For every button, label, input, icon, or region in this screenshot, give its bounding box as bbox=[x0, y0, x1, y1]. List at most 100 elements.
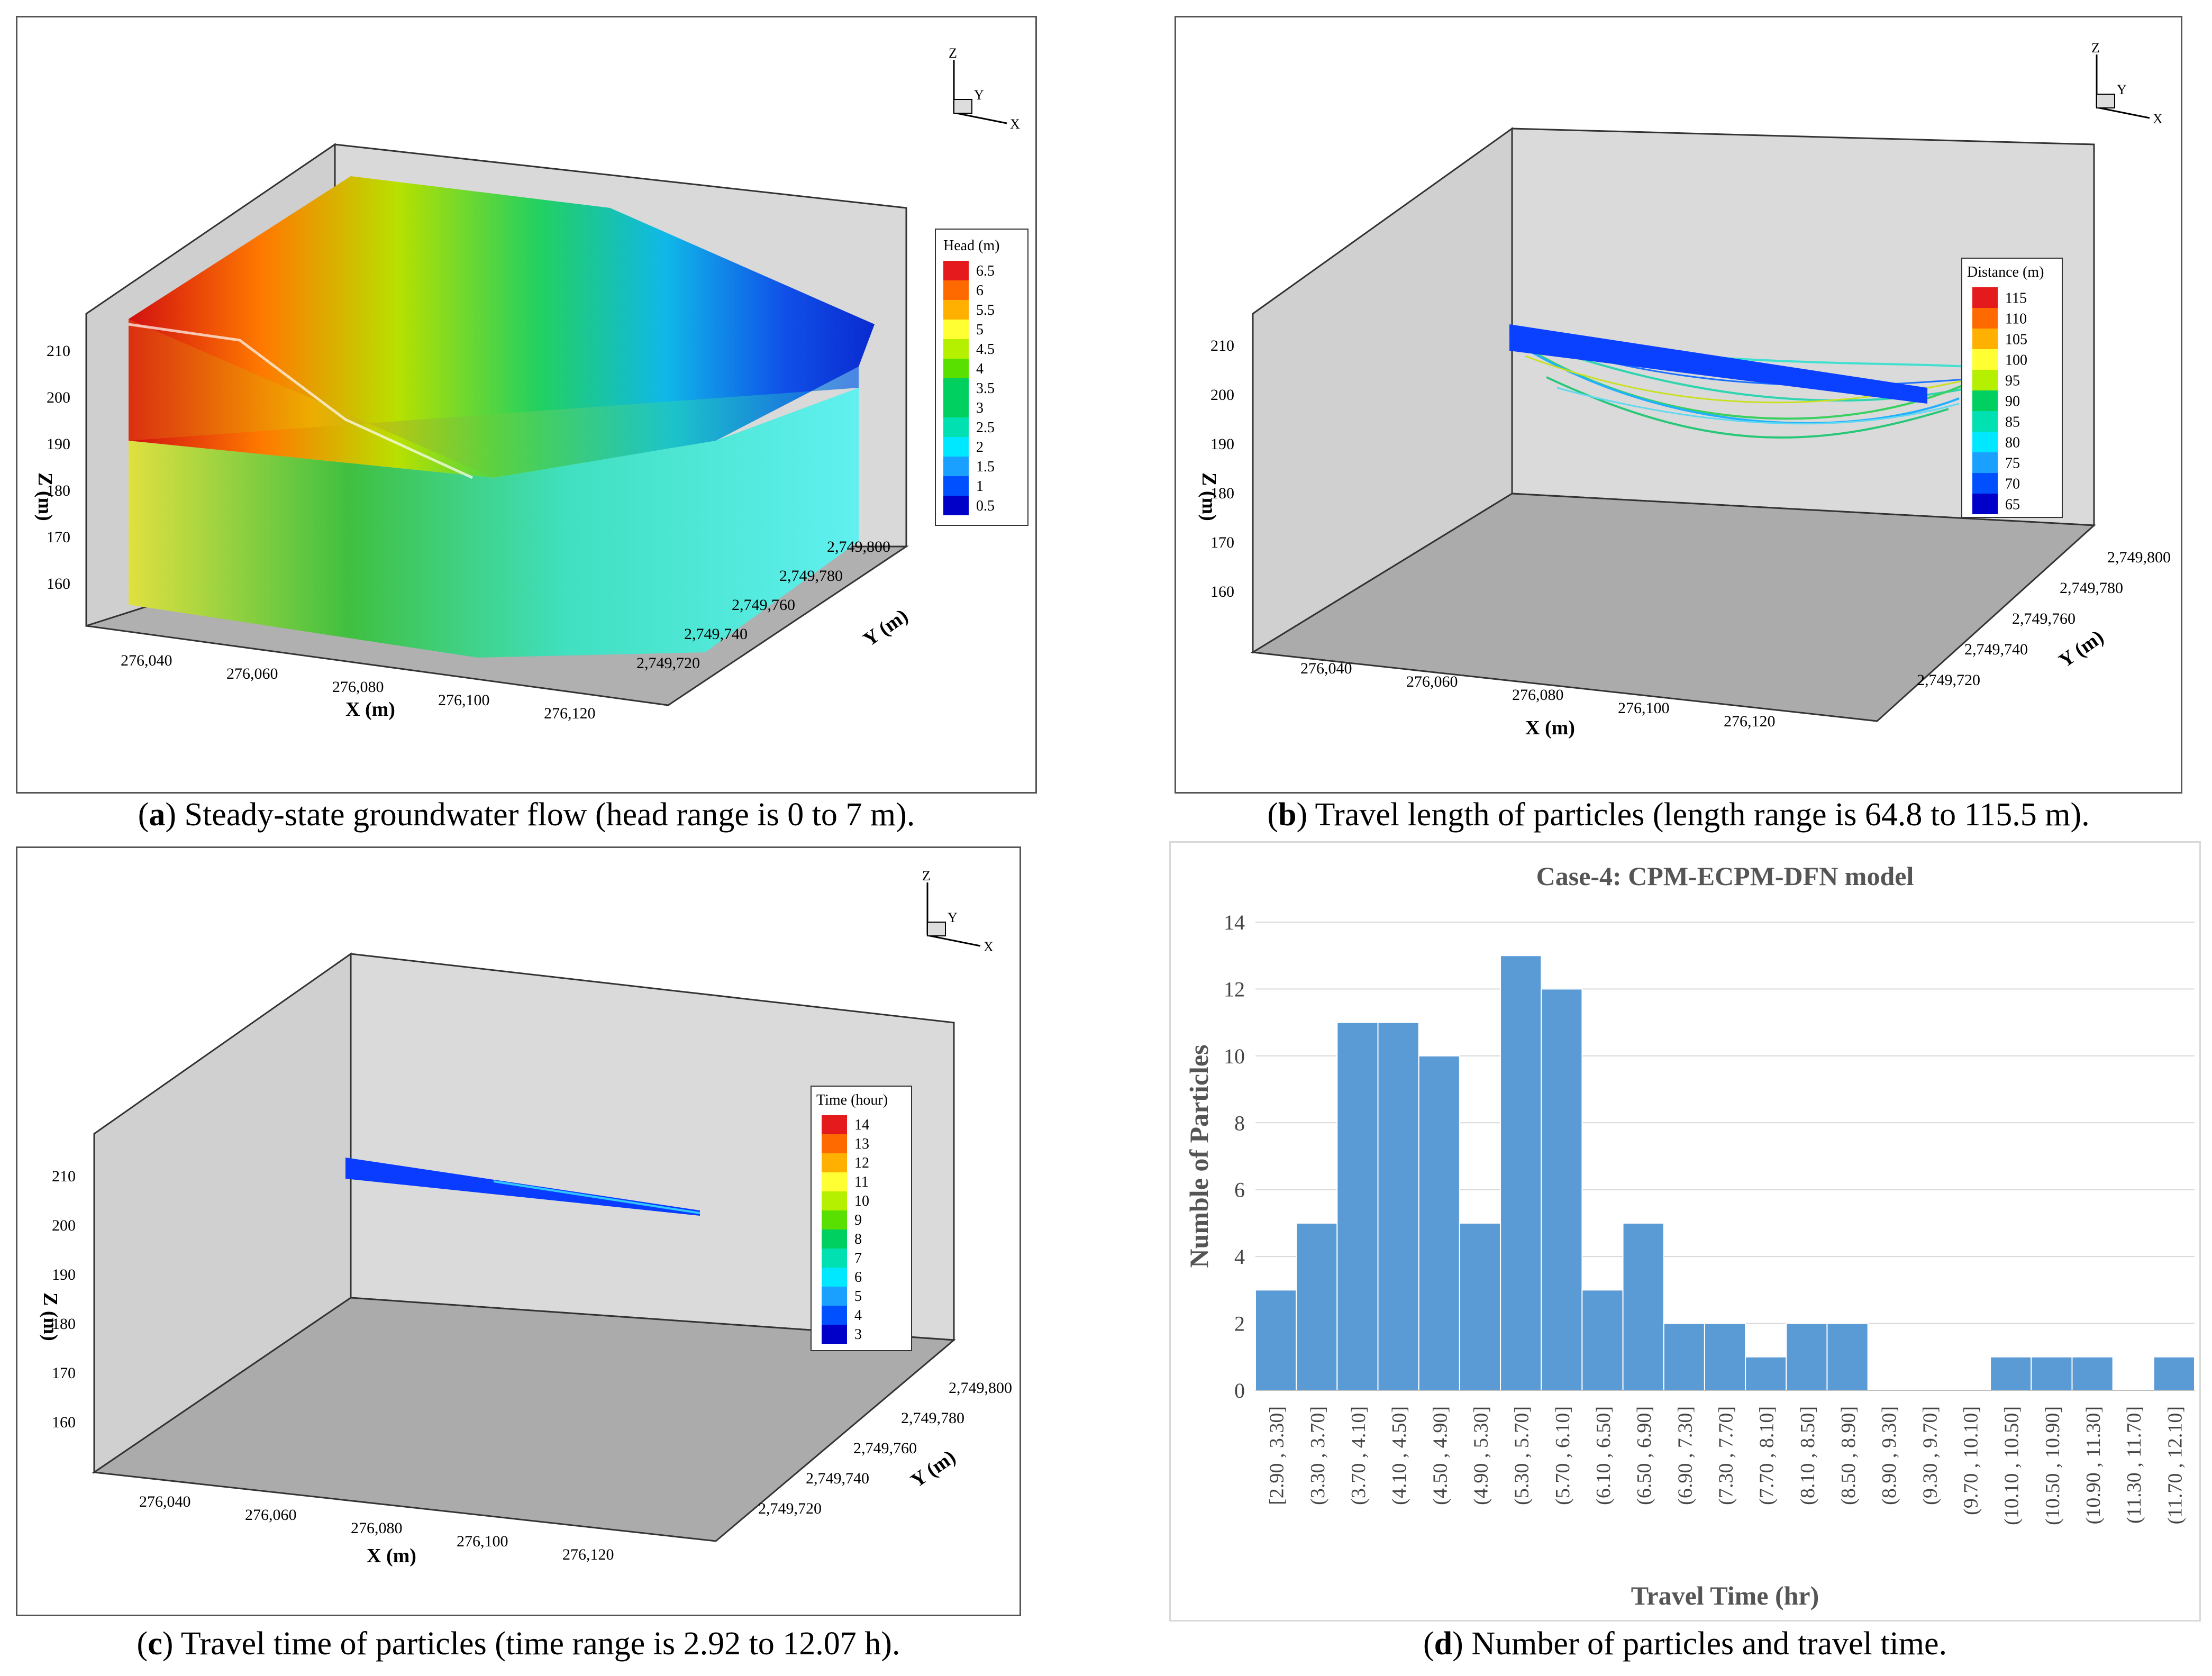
water-table-line bbox=[128, 323, 474, 479]
x-axis-label: X (m) bbox=[367, 1545, 416, 1567]
x-tick-label: (9.30 , 9.70] bbox=[1919, 1406, 1941, 1505]
caption-b: (b) Travel length of particles (length r… bbox=[1267, 797, 2090, 833]
particle-tail bbox=[493, 1180, 700, 1214]
x-tick-label: (5.30 , 5.70] bbox=[1511, 1406, 1533, 1505]
legend-swatch bbox=[822, 1210, 847, 1229]
x-tick-label: (6.90 , 7.30] bbox=[1674, 1406, 1696, 1505]
bar bbox=[1541, 988, 1583, 1391]
z-tick-label: 200 bbox=[1210, 386, 1234, 404]
panel-b-distance-plot: Distance (m) 115 110 105 100 95 90 85 80 75 70 65 … bbox=[1175, 16, 2182, 794]
legend-swatch bbox=[943, 280, 969, 300]
bar bbox=[1255, 1289, 1297, 1391]
legend-label: 5 bbox=[854, 1288, 862, 1305]
legend-label: 0.5 bbox=[976, 498, 995, 514]
bar bbox=[1418, 1055, 1460, 1391]
z-tick-label: 210 bbox=[47, 342, 70, 360]
y-tick-label: 2,749,740 bbox=[806, 1470, 869, 1487]
x-tick-label: 276,120 bbox=[544, 705, 596, 722]
legend-swatch bbox=[822, 1172, 847, 1191]
z-tick-label: 180 bbox=[47, 482, 70, 499]
legend-title: Time (hour) bbox=[816, 1092, 888, 1108]
legend-label: 100 bbox=[2005, 352, 2027, 368]
z-tick-label: 170 bbox=[1210, 534, 1234, 551]
bar bbox=[2153, 1356, 2195, 1391]
legend-label: 13 bbox=[854, 1136, 869, 1152]
legend-swatch bbox=[1972, 390, 1998, 411]
x-axis-label: Travel Time (hr) bbox=[1631, 1581, 1819, 1610]
x-tick-label: (11.70 , 12.10] bbox=[2164, 1406, 2186, 1524]
head-front-upper bbox=[129, 319, 859, 478]
bar bbox=[1459, 1222, 1501, 1391]
legend-label: 70 bbox=[2005, 476, 2020, 492]
caption-a: (a) Steady-state groundwater flow (head … bbox=[138, 797, 915, 833]
panel-c-time-plot: Time (hour) 14 13 12 11 10 9 8 7 6 5 4 3 210 200 190 1… bbox=[16, 846, 1021, 1616]
y-tick-label: 2,749,760 bbox=[853, 1440, 917, 1457]
legend-label: 3 bbox=[854, 1326, 862, 1343]
legend-label: 65 bbox=[2005, 496, 2020, 513]
axis-triad: Z Y X bbox=[2091, 40, 2163, 126]
z-tick-label: 190 bbox=[52, 1266, 76, 1283]
y-tick-label: 2,749,760 bbox=[2012, 610, 2076, 627]
z-tick-label: 170 bbox=[47, 529, 70, 546]
y-tick-label: 2,749,800 bbox=[827, 538, 890, 555]
y-tick-label: 2,749,800 bbox=[2107, 549, 2171, 566]
x-tick-label: (8.90 , 9.30] bbox=[1878, 1406, 1900, 1505]
triad-x: X bbox=[2153, 111, 2163, 126]
panel-d-histogram: Case-4: CPM-ECPM-DFN model 0 2 4 6 8 10 12 14 [2.… bbox=[1169, 841, 2201, 1622]
x-tick-label: (8.50 , 8.90] bbox=[1837, 1406, 1860, 1505]
x-tick-label: (4.10 , 4.50] bbox=[1388, 1406, 1410, 1505]
bar bbox=[2071, 1356, 2114, 1391]
legend-swatch bbox=[943, 359, 969, 378]
bar bbox=[2031, 1356, 2073, 1391]
legend-label: 8 bbox=[854, 1231, 862, 1247]
legend-title: Head (m) bbox=[943, 238, 1000, 254]
x-tick-label: 276,100 bbox=[438, 691, 490, 709]
triad-y: Y bbox=[974, 87, 984, 103]
bar bbox=[1296, 1222, 1338, 1391]
legend-swatch bbox=[943, 457, 969, 476]
y-tick-label: 14 bbox=[1224, 910, 1245, 934]
x-tick-label: 276,100 bbox=[457, 1533, 508, 1550]
legend-label: 4 bbox=[854, 1307, 862, 1324]
panel-c-svg: Time (hour) 14 13 12 11 10 9 8 7 6 5 4 3 210 200 190 1… bbox=[39, 868, 1012, 1567]
y-tick-label: 2,749,760 bbox=[732, 596, 795, 614]
triad-z: Z bbox=[949, 45, 957, 61]
x-tick-label: (7.70 , 8.10] bbox=[1756, 1406, 1778, 1505]
z-ticks: 210 200 190 180 170 160 bbox=[52, 1168, 76, 1431]
axis-triad: Z Y X bbox=[922, 868, 994, 954]
x-tick-label: (4.50 , 4.90] bbox=[1429, 1406, 1451, 1505]
legend-label: 1 bbox=[976, 478, 984, 495]
panel-a-svg: Head (m) 6.5 6 5.5 5 4.5 4 3.5 3 2.5 2 1.5 1 0.5 210… bbox=[34, 45, 1028, 722]
x-axis-label: X (m) bbox=[1525, 717, 1575, 739]
bar bbox=[1663, 1323, 1705, 1391]
y-ticks: 2,749,800 2,749,780 2,749,760 2,749,740 2,74… bbox=[636, 538, 890, 672]
x-tick-label: 276,040 bbox=[1300, 660, 1352, 677]
legend-swatch bbox=[943, 437, 969, 457]
legend-swatch bbox=[1972, 370, 1998, 390]
z-tick-label: 160 bbox=[47, 575, 70, 593]
legend-label: 1.5 bbox=[976, 459, 995, 475]
x-tick-label: 276,060 bbox=[226, 665, 278, 682]
x-tick-label: 276,080 bbox=[1512, 686, 1564, 704]
legend-label: 10 bbox=[854, 1193, 869, 1209]
x-tick-label: (7.30 , 7.70] bbox=[1715, 1406, 1737, 1505]
panel-b-svg: Distance (m) 11511010510095908580757065 … bbox=[1198, 40, 2171, 739]
caption-c: (c) Travel time of particles (time range… bbox=[136, 1626, 900, 1662]
bar bbox=[1745, 1356, 1787, 1391]
floor bbox=[92, 1297, 956, 1542]
triad-x: X bbox=[984, 939, 994, 954]
legend-label: 95 bbox=[2005, 372, 2020, 389]
bar bbox=[1990, 1356, 2032, 1391]
x-tick-label: (10.10 , 10.50] bbox=[2001, 1406, 2023, 1525]
z-tick-label: 210 bbox=[52, 1168, 76, 1185]
legend-swatch bbox=[943, 496, 969, 515]
legend-swatch bbox=[822, 1134, 847, 1153]
legend-swatch bbox=[822, 1153, 847, 1172]
triad-z: Z bbox=[922, 868, 931, 883]
bar bbox=[1377, 1022, 1419, 1391]
x-tick-label: 276,080 bbox=[351, 1519, 403, 1537]
x-tick-label: 276,060 bbox=[245, 1506, 297, 1524]
legend-label: 7 bbox=[854, 1250, 862, 1267]
legend-swatch bbox=[822, 1306, 847, 1325]
y-tick-label: 2,749,720 bbox=[758, 1500, 822, 1517]
